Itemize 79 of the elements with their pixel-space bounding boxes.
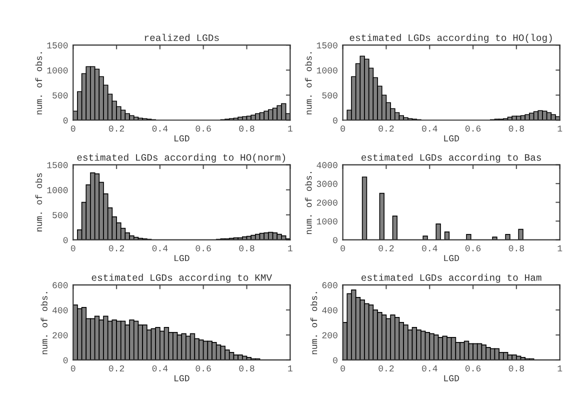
y-tick-label: 1500	[47, 42, 68, 48]
y-axis-title: num. of obs.	[305, 172, 312, 234]
y-tick-label: 400	[322, 307, 338, 314]
chart-title: realized LGDs	[144, 34, 219, 42]
y-axis-title: num. of obs.	[40, 292, 48, 354]
x-tick-label: 0.4	[422, 365, 438, 372]
x-tick-label: 0.4	[422, 125, 438, 132]
y-tick-label: 600	[52, 282, 68, 288]
y-tick-label: 2000	[316, 200, 338, 206]
x-tick-label: 0.6	[196, 125, 211, 132]
x-tick-label: 0.8	[239, 125, 254, 132]
y-tick-label: 200	[322, 332, 338, 338]
y-axis-title: num. of obs.	[35, 52, 42, 114]
x-tick-label: 1	[558, 365, 562, 372]
x-tick-label: 1	[558, 245, 562, 252]
x-axis-title: LGD	[174, 375, 190, 382]
y-tick-label: 0	[333, 237, 338, 244]
x-tick-label: 0.4	[152, 245, 168, 252]
y-tick-label: 500	[52, 212, 68, 218]
y-axis-title: num. of obs.	[305, 52, 312, 114]
x-tick-label: 0.2	[378, 245, 394, 252]
y-tick-label: 1000	[316, 67, 338, 74]
y-tick-label: 4000	[316, 162, 338, 168]
x-tick-label: 0.4	[152, 125, 168, 132]
x-tick-label: 1	[288, 365, 292, 372]
y-tick-label: 1500	[316, 42, 338, 48]
chart-title: estimated LGDs according to KMV	[92, 274, 272, 283]
x-tick-label: 0	[70, 245, 76, 252]
y-tick-label: 500	[52, 92, 68, 98]
x-tick-label: 0	[70, 365, 76, 372]
y-axis-title: num. of obs	[35, 173, 42, 232]
x-tick-label: 0	[340, 125, 345, 132]
y-axis-title: num. of obs.	[310, 292, 318, 354]
y-tick-label: 3000	[316, 180, 338, 187]
x-tick-label: 0.6	[465, 125, 481, 132]
y-tick-label: 1000	[47, 187, 68, 194]
y-tick-label: 500	[322, 92, 338, 98]
x-tick-label: 0.8	[239, 365, 254, 372]
chart-title: estimated LGDs according to HO(norm)	[77, 154, 286, 163]
y-tick-label: 1500	[47, 162, 68, 168]
y-tick-label: 600	[322, 282, 338, 288]
x-tick-label: 1	[288, 245, 292, 252]
x-tick-label: 1	[288, 126, 292, 132]
y-tick-label: 1000	[316, 218, 338, 224]
x-tick-label: 1	[558, 126, 562, 132]
chart-title: estimated LGDs according to Ham	[362, 274, 542, 283]
x-tick-label: 0.2	[108, 245, 124, 252]
y-tick-label: 0	[333, 117, 338, 124]
chart-title: estimated LGDs according to Bas	[362, 154, 541, 163]
y-tick-label: 1000	[47, 67, 68, 74]
x-tick-label: 0.6	[196, 245, 211, 252]
x-tick-label: 0.6	[196, 365, 211, 372]
y-tick-label: 0	[63, 357, 68, 364]
x-tick-label: 0.6	[465, 245, 481, 252]
y-tick-label: 0	[63, 237, 68, 244]
y-tick-label: 0	[333, 357, 338, 364]
x-tick-label: 0.2	[378, 125, 394, 132]
x-axis-title: LGD	[444, 135, 459, 142]
x-tick-label: 0.4	[152, 365, 168, 372]
x-axis-title: LGD	[174, 135, 190, 142]
x-tick-label: 0.2	[108, 125, 124, 132]
x-tick-label: 0.8	[239, 245, 254, 252]
y-tick-label: 400	[52, 307, 68, 314]
x-tick-label: 0.8	[508, 125, 524, 132]
x-tick-label: 0.8	[508, 245, 524, 252]
chart-title: estimated LGDs according to HO(log)	[350, 34, 552, 43]
x-tick-label: 0.6	[465, 365, 481, 372]
x-axis-title: LGD	[174, 255, 190, 262]
x-tick-label: 0.4	[422, 245, 438, 252]
x-tick-label: 0	[340, 245, 345, 252]
x-tick-label: 0.2	[378, 365, 394, 372]
x-axis-title: LGD	[444, 255, 459, 262]
y-tick-label: 0	[63, 117, 68, 124]
y-tick-label: 200	[52, 332, 68, 338]
x-tick-label: 0	[340, 365, 345, 372]
x-tick-label: 0.2	[108, 365, 124, 372]
x-tick-label: 0.8	[508, 365, 524, 372]
x-tick-label: 0	[70, 125, 76, 132]
x-axis-title: LGD	[444, 375, 459, 382]
